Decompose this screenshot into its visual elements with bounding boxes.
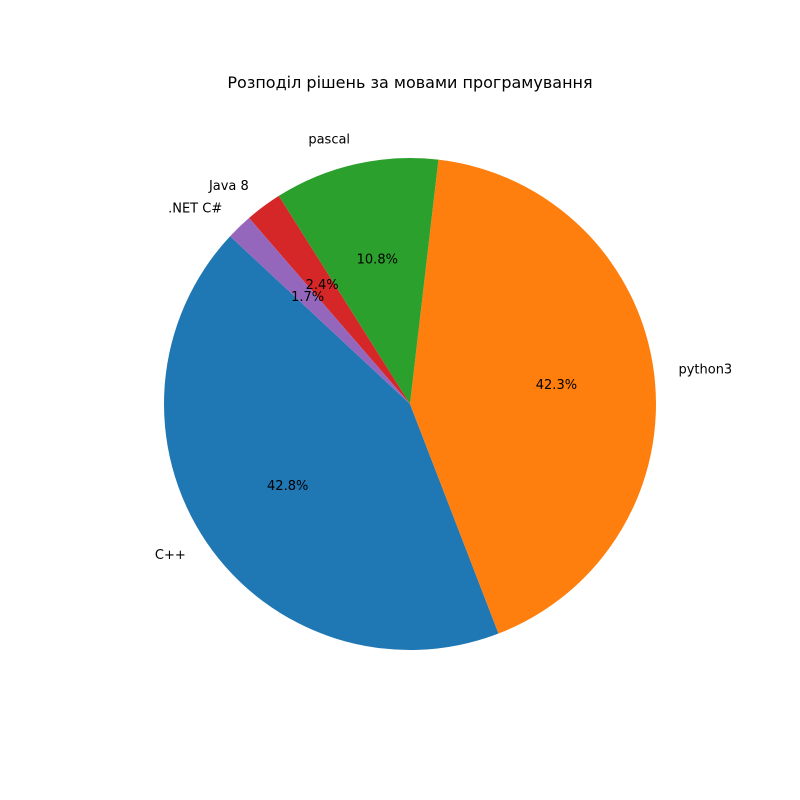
slice-label-java-8: Java 8 bbox=[208, 179, 249, 194]
pie-slice-java-8 bbox=[248, 195, 410, 404]
slice-label-net-c: .NET C# bbox=[168, 202, 222, 217]
slice-label-pascal: pascal bbox=[308, 133, 350, 148]
slice-labels: C++ python3 pascal Java 8 .NET C# bbox=[155, 133, 732, 563]
pie-slice-c bbox=[164, 236, 499, 651]
pie-slice-python3 bbox=[410, 159, 656, 634]
pct-label-python3: 42.3% bbox=[536, 378, 577, 393]
pie-slice-net-c bbox=[230, 218, 410, 404]
slice-label-c: C++ bbox=[155, 548, 186, 563]
pct-label-java-8: 2.4% bbox=[306, 278, 339, 293]
pct-label-net-c: 1.7% bbox=[291, 290, 324, 305]
pct-label-pascal: 10.8% bbox=[357, 253, 398, 268]
slice-label-python3: python3 bbox=[678, 362, 732, 377]
pie-slices bbox=[164, 158, 656, 651]
percentage-labels: 42.8% 42.3% 10.8% 2.4%1.7% bbox=[267, 253, 577, 495]
chart-title: Розподіл рішень за мовами програмування bbox=[227, 73, 592, 92]
pct-label-c: 42.8% bbox=[267, 479, 308, 494]
pie-slice-pascal bbox=[278, 158, 439, 404]
